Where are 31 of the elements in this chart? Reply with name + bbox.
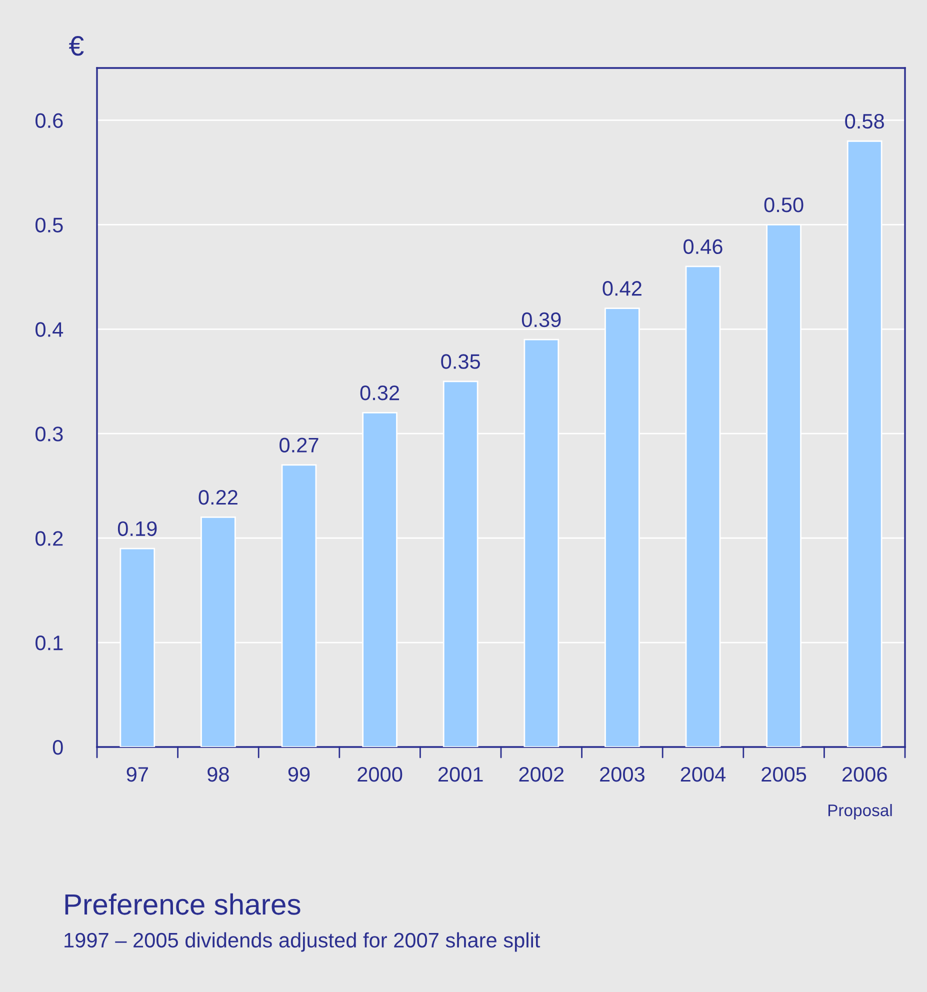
data-label: 0.42: [602, 281, 642, 296]
x-tick-label: 97: [126, 766, 148, 782]
text: 1997 – 2005 dividends adjusted for 2007 share split: [64, 932, 540, 952]
x-tick-label: 2004: [680, 766, 726, 782]
x-tick-label: 2003: [600, 766, 644, 782]
x-tick-label: 2005: [762, 766, 806, 782]
data-label: 0.32: [360, 386, 400, 400]
y-tick-label: 0.3: [36, 426, 63, 442]
data-label: 0.19: [118, 521, 157, 536]
x-tick-label: 2001: [438, 766, 483, 782]
data-label: 0.50: [764, 197, 804, 212]
text: Proposal: [828, 804, 892, 820]
y-tick-label: 0: [52, 740, 63, 755]
data-label: 0.27: [280, 438, 318, 453]
y-tick-label: 0.6: [36, 113, 63, 128]
x-tick-label: 2002: [519, 766, 564, 782]
y-tick-label: 0.2: [36, 531, 63, 546]
x-tick-label: 99: [288, 766, 310, 782]
data-label: 0.58: [845, 114, 884, 129]
x-tick-label: 2000: [358, 766, 402, 782]
y-tick-label: 0.1: [36, 636, 63, 650]
x-tick-label: 2006: [842, 766, 887, 782]
text: Preference shares: [65, 893, 300, 915]
y-axis-title: €: [68, 36, 84, 56]
x-tick-label: 98: [208, 766, 229, 782]
y-tick-label: 0.5: [36, 218, 63, 232]
data-label: 0.22: [198, 490, 238, 505]
data-label: 0.39: [522, 312, 561, 328]
data-label: 0.46: [684, 239, 722, 254]
y-tick-label: 0.4: [36, 322, 64, 337]
data-label: 0.35: [441, 354, 480, 369]
